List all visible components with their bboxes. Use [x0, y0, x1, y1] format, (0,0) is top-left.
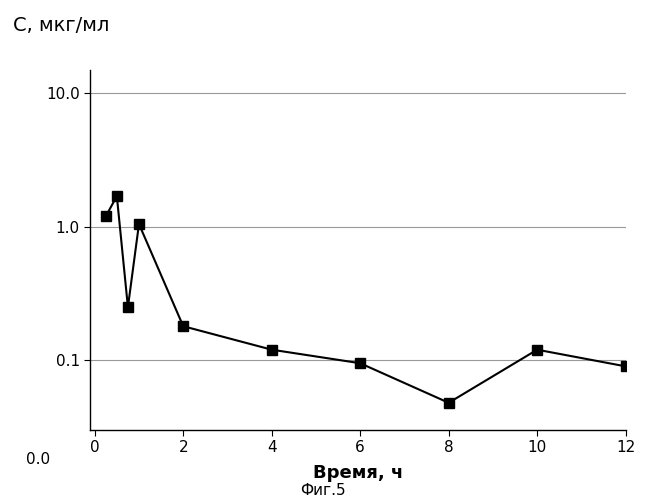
Text: С, мкг/мл: С, мкг/мл: [13, 16, 109, 35]
Text: Фиг.5: Фиг.5: [300, 483, 345, 498]
X-axis label: Время, ч: Время, ч: [313, 464, 403, 482]
Text: 0.0: 0.0: [26, 452, 50, 466]
